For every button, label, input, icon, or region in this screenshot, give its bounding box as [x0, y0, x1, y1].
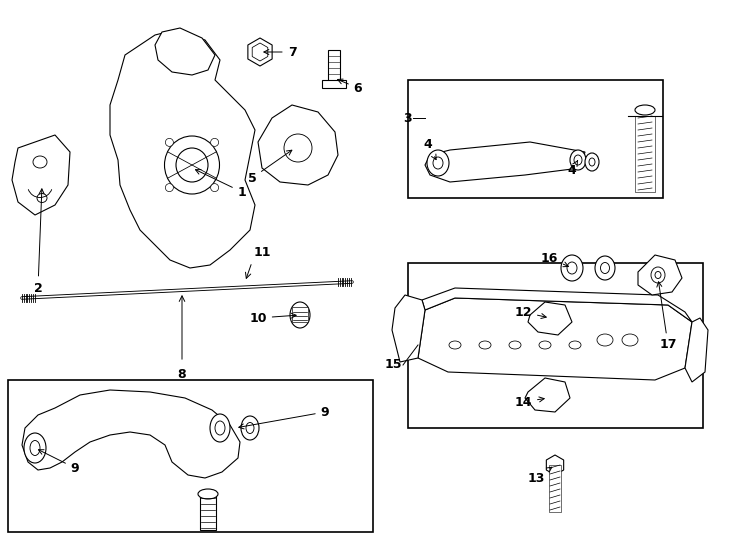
Ellipse shape [561, 255, 583, 281]
Ellipse shape [176, 148, 208, 182]
Text: 9: 9 [38, 450, 79, 475]
Ellipse shape [600, 262, 609, 273]
Text: 4: 4 [424, 138, 436, 160]
Text: 13: 13 [528, 467, 552, 484]
Text: 4: 4 [567, 160, 578, 177]
Ellipse shape [433, 157, 443, 169]
Bar [549, 465, 561, 512]
Ellipse shape [509, 341, 521, 349]
Bar [8, 380, 373, 532]
Polygon shape [110, 30, 255, 268]
Ellipse shape [595, 256, 615, 280]
Bar [408, 80, 663, 198]
Polygon shape [525, 378, 570, 412]
Ellipse shape [290, 302, 310, 328]
Text: 16: 16 [541, 252, 568, 267]
Bar [328, 50, 340, 82]
Polygon shape [546, 455, 564, 475]
Ellipse shape [449, 341, 461, 349]
Ellipse shape [567, 262, 577, 274]
Ellipse shape [215, 421, 225, 435]
Text: 3: 3 [404, 111, 412, 125]
Ellipse shape [210, 414, 230, 442]
Bar [635, 116, 655, 192]
Bar [200, 495, 216, 530]
Ellipse shape [574, 155, 582, 165]
Polygon shape [22, 390, 240, 478]
Ellipse shape [539, 341, 551, 349]
Ellipse shape [427, 150, 449, 176]
Ellipse shape [597, 334, 613, 346]
Circle shape [211, 138, 219, 146]
Ellipse shape [164, 136, 219, 194]
Polygon shape [258, 105, 338, 185]
Polygon shape [418, 298, 692, 380]
Ellipse shape [651, 267, 665, 283]
Ellipse shape [585, 153, 599, 171]
Ellipse shape [655, 272, 661, 279]
Ellipse shape [37, 193, 47, 202]
Ellipse shape [30, 441, 40, 456]
Text: 7: 7 [264, 45, 297, 58]
Ellipse shape [198, 489, 218, 499]
Polygon shape [155, 28, 215, 75]
Polygon shape [422, 288, 692, 322]
Text: 10: 10 [250, 312, 296, 325]
Text: 6: 6 [338, 79, 363, 94]
Text: 9: 9 [239, 406, 330, 429]
Bar [408, 263, 703, 428]
Circle shape [211, 184, 219, 192]
Circle shape [165, 184, 173, 192]
Ellipse shape [569, 341, 581, 349]
Text: 14: 14 [515, 395, 544, 408]
Polygon shape [685, 318, 708, 382]
Polygon shape [425, 142, 585, 182]
Polygon shape [12, 135, 70, 215]
Ellipse shape [33, 156, 47, 168]
Ellipse shape [246, 422, 254, 434]
Polygon shape [528, 302, 572, 335]
Polygon shape [392, 295, 425, 362]
Text: 11: 11 [253, 246, 271, 259]
Text: 15: 15 [385, 359, 402, 372]
Bar [292, 307, 308, 322]
Ellipse shape [570, 150, 586, 170]
Ellipse shape [241, 416, 259, 440]
Text: 2: 2 [34, 189, 44, 294]
Ellipse shape [479, 341, 491, 349]
Text: 8: 8 [178, 368, 186, 381]
Ellipse shape [24, 433, 46, 463]
Ellipse shape [589, 158, 595, 166]
Text: 1: 1 [195, 170, 247, 199]
Bar [322, 80, 346, 88]
Text: 17: 17 [657, 282, 677, 352]
Polygon shape [248, 38, 272, 66]
Ellipse shape [635, 105, 655, 115]
Text: 5: 5 [247, 150, 292, 185]
Text: 12: 12 [515, 306, 546, 319]
Circle shape [165, 138, 173, 146]
Ellipse shape [622, 334, 638, 346]
Polygon shape [638, 255, 682, 295]
Polygon shape [252, 43, 268, 61]
